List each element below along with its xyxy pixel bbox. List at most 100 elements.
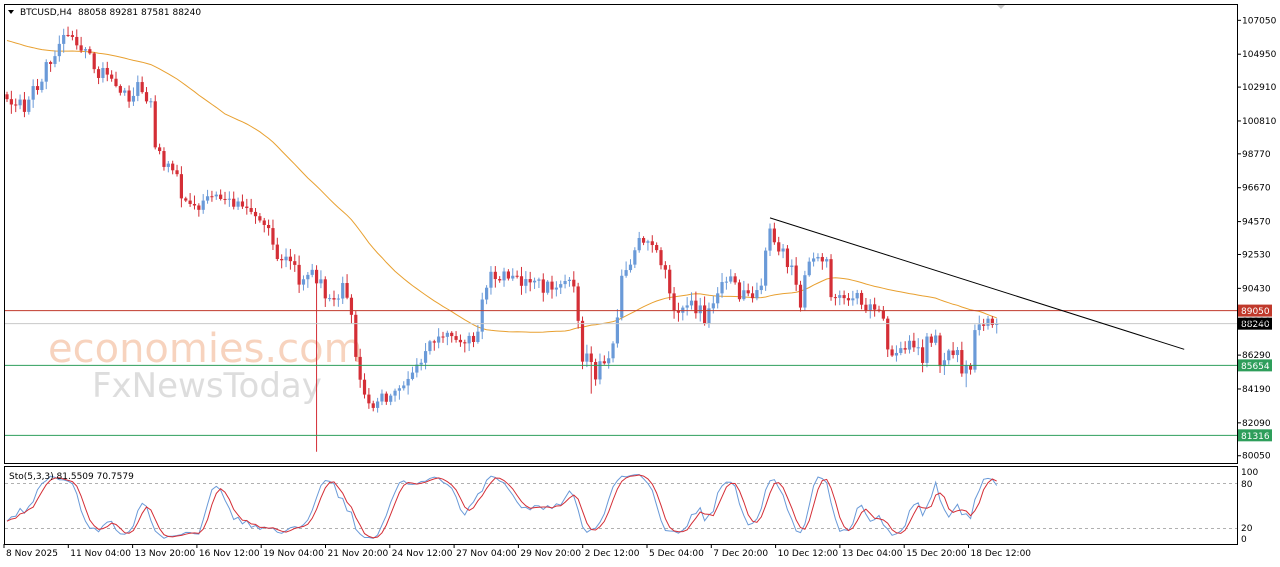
time-tick-label: 5 Dec 04:00 bbox=[649, 549, 704, 559]
candle bbox=[192, 195, 197, 210]
candle-body bbox=[711, 303, 715, 309]
candle bbox=[284, 248, 288, 268]
candle-body bbox=[153, 101, 157, 148]
candle bbox=[572, 271, 576, 293]
candle-body bbox=[559, 284, 563, 288]
candle-body bbox=[258, 216, 262, 221]
candle bbox=[267, 219, 271, 236]
candle bbox=[219, 189, 223, 201]
candle bbox=[602, 355, 606, 365]
time-axis: 8 Nov 2025 11 Nov 04:00 13 Nov 20:00 16 Nov… bbox=[3, 544, 1031, 559]
candle-body bbox=[842, 295, 846, 299]
stochastic-oscillator: 100 80 20 0 bbox=[5, 468, 1258, 545]
candle-body bbox=[223, 198, 227, 200]
candle-body bbox=[903, 348, 907, 350]
candle bbox=[44, 59, 48, 90]
candle bbox=[576, 282, 580, 329]
time-tick-label: 11 Nov 04:00 bbox=[70, 549, 131, 559]
candle-body bbox=[437, 336, 441, 343]
scroll-shift-marker[interactable] bbox=[997, 5, 1005, 9]
candle-body bbox=[759, 285, 763, 291]
time-tick-label: 8 Nov 2025 bbox=[6, 549, 58, 559]
level-tag-bg bbox=[1238, 429, 1272, 442]
candle bbox=[297, 255, 301, 293]
candle-body bbox=[480, 299, 484, 332]
candle bbox=[820, 253, 824, 270]
candle-body bbox=[689, 300, 694, 306]
candle-body bbox=[267, 224, 271, 229]
stoch-label: Sto(5,3,3) 81.5509 70.7579 bbox=[9, 472, 134, 482]
candle bbox=[916, 338, 920, 356]
candle-body bbox=[441, 336, 445, 338]
time-tick-label: 27 Nov 04:00 bbox=[456, 549, 517, 559]
candle-body bbox=[136, 82, 140, 96]
candle-body bbox=[929, 336, 933, 343]
candle-body bbox=[846, 298, 851, 301]
time-tick-label: 29 Nov 20:00 bbox=[520, 549, 581, 559]
price-levels: 89050 88240 85654 81316 bbox=[5, 304, 1272, 442]
candle bbox=[580, 316, 585, 370]
candle-body bbox=[105, 67, 109, 75]
candle-body bbox=[977, 324, 981, 331]
candle bbox=[816, 253, 820, 262]
candle-body bbox=[894, 352, 899, 356]
candle-body bbox=[419, 362, 423, 365]
candle-body bbox=[88, 49, 92, 54]
candle-body bbox=[131, 95, 136, 102]
candle-body bbox=[349, 297, 354, 315]
candle bbox=[476, 324, 480, 344]
candle-body bbox=[432, 341, 436, 343]
candle bbox=[947, 348, 951, 365]
candle bbox=[598, 353, 602, 385]
candle-body bbox=[22, 99, 27, 112]
candle-body bbox=[341, 283, 345, 299]
candle-body bbox=[201, 200, 205, 210]
candle bbox=[772, 222, 776, 245]
candle-body bbox=[820, 256, 824, 262]
candle-body bbox=[428, 341, 432, 352]
candle bbox=[402, 381, 406, 391]
candle bbox=[354, 311, 358, 362]
candle bbox=[934, 329, 938, 346]
candle bbox=[659, 247, 663, 270]
candle bbox=[633, 247, 637, 269]
candle bbox=[258, 213, 262, 223]
candle-body bbox=[367, 394, 371, 404]
candle-body bbox=[323, 279, 327, 299]
candle bbox=[118, 84, 122, 96]
candle-body bbox=[144, 92, 149, 102]
price-tick-label: 98770 bbox=[1242, 150, 1271, 160]
candle-body bbox=[14, 104, 18, 106]
trendline-line[interactable] bbox=[769, 217, 1185, 350]
candle-body bbox=[960, 350, 964, 374]
candle bbox=[655, 242, 659, 253]
candle bbox=[890, 345, 894, 357]
candle-body bbox=[293, 261, 297, 265]
candle bbox=[66, 26, 70, 38]
time-tick-label: 24 Nov 12:00 bbox=[392, 549, 453, 559]
candle-body bbox=[406, 378, 410, 386]
candle-body bbox=[57, 43, 61, 57]
candle-body bbox=[829, 259, 833, 298]
candle-body bbox=[18, 99, 22, 106]
candle-body bbox=[415, 364, 419, 373]
candle-body bbox=[995, 323, 999, 325]
candle bbox=[140, 76, 144, 94]
candle-body bbox=[445, 332, 449, 337]
candle-body bbox=[79, 45, 83, 51]
symbol-dropdown-arrow-icon[interactable] bbox=[8, 10, 14, 14]
candle-body bbox=[467, 335, 471, 344]
candle-body bbox=[803, 275, 807, 308]
candle-body bbox=[947, 350, 951, 361]
candle bbox=[406, 371, 410, 395]
candle bbox=[88, 46, 92, 55]
candle bbox=[955, 346, 960, 363]
candle bbox=[493, 266, 497, 288]
candle bbox=[223, 191, 227, 205]
ohlc-label: 88058 89281 87581 88240 bbox=[78, 8, 201, 18]
candle-body bbox=[607, 358, 611, 364]
candle bbox=[498, 276, 502, 283]
candle-body bbox=[676, 310, 681, 313]
candle bbox=[750, 286, 755, 303]
